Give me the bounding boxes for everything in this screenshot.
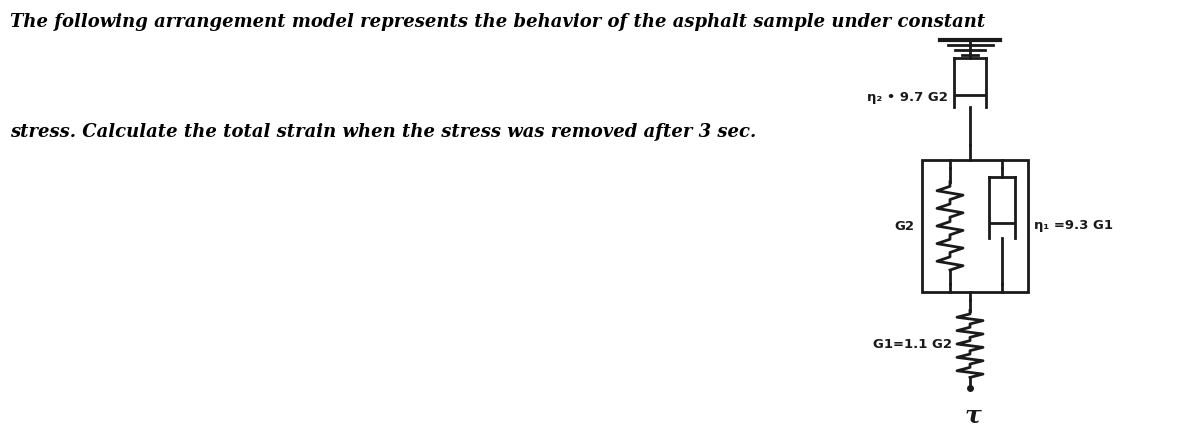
Bar [922,160,1028,292]
Text: stress. Calculate the total strain when the stress was removed after 3 sec.: stress. Calculate the total strain when … [10,123,756,141]
Text: η₂ • 9.7 G2: η₂ • 9.7 G2 [868,91,948,104]
Text: G1=1.1 G2: G1=1.1 G2 [874,337,952,351]
Text: G2: G2 [894,220,914,232]
Text: η₁ =9.3 G1: η₁ =9.3 G1 [1034,220,1114,232]
Text: τ: τ [965,403,982,427]
Text: The following arrangement model represents the behavior of the asphalt sample un: The following arrangement model represen… [10,13,985,31]
